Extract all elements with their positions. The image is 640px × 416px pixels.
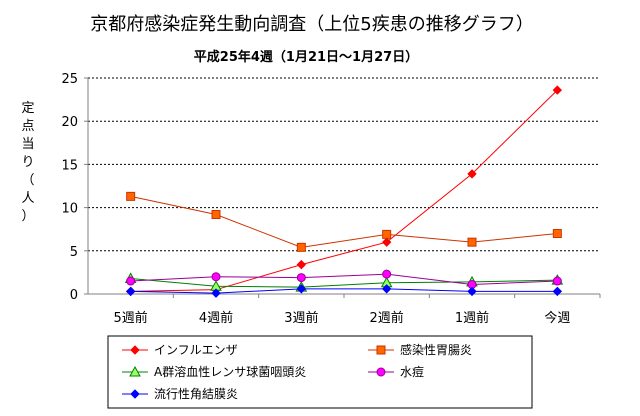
legend-label: 感染性胃腸炎 xyxy=(400,342,472,357)
legend-label: 水痘 xyxy=(400,364,424,379)
legend-label: A群溶血性レンサ球菌咽頭炎 xyxy=(154,364,306,379)
data-point xyxy=(552,229,562,239)
y-tick-labels: 0 5 10 15 20 25 xyxy=(61,72,88,303)
series-line xyxy=(130,277,558,288)
series-1 xyxy=(125,85,563,297)
y-tick-label: 25 xyxy=(61,72,78,87)
data-point xyxy=(467,237,477,247)
data-point xyxy=(126,276,136,286)
data-point xyxy=(211,288,221,298)
legend-item: インフルエンザ xyxy=(122,343,238,357)
legend-marker xyxy=(376,367,386,377)
legend-item: 流行性角結膜炎 xyxy=(122,387,238,401)
data-point xyxy=(382,269,392,279)
y-axis-label-char: （ xyxy=(21,173,34,188)
series-line xyxy=(130,288,558,294)
axes xyxy=(87,78,600,295)
y-axis-label-char: り xyxy=(21,155,34,170)
series-line xyxy=(130,89,558,292)
series-4 xyxy=(126,269,562,289)
y-tick-label: 0 xyxy=(70,288,78,303)
legend-marker xyxy=(376,345,386,355)
legend-marker xyxy=(130,345,140,355)
y-axis-label-char: 点 xyxy=(21,119,34,134)
x-tick-label: 5週前 xyxy=(114,310,148,326)
chart-title: 京都府感染症発生動向調査（上位5疾患の推移グラフ） xyxy=(90,14,533,35)
data-point xyxy=(125,286,136,297)
series-5 xyxy=(125,284,563,298)
series-line xyxy=(130,195,558,248)
data-point xyxy=(211,272,221,282)
legend-label: 流行性角結膜炎 xyxy=(154,387,238,401)
y-tick-label: 5 xyxy=(70,245,78,260)
data-point xyxy=(552,276,562,286)
legend-box xyxy=(107,335,533,409)
x-tick-label: 4週前 xyxy=(199,310,233,326)
data-point xyxy=(552,85,563,95)
y-axis-label-char: 人 xyxy=(21,191,34,206)
chart-subtitle: 平成25年4週（1月21日～1月27日） xyxy=(194,49,418,65)
data-point xyxy=(467,286,477,297)
data-point xyxy=(382,229,392,239)
series-line xyxy=(130,273,558,285)
y-tick-label: 20 xyxy=(61,115,78,130)
x-tick-label: 今週 xyxy=(544,310,570,326)
y-axis-label-char: ） xyxy=(21,209,34,224)
legend-item: 水痘 xyxy=(368,364,424,379)
legend-item: A群溶血性レンサ球菌咽頭炎 xyxy=(122,364,306,379)
data-point xyxy=(381,237,392,247)
legend-marker xyxy=(129,365,141,377)
legend-item: 感染性胃腸炎 xyxy=(368,342,472,357)
data-point xyxy=(296,242,306,252)
data-point xyxy=(126,191,136,201)
y-axis-label-char: 定 xyxy=(21,101,34,116)
y-tick-label: 15 xyxy=(61,158,78,173)
x-tick-label: 3週前 xyxy=(284,310,318,326)
x-tick-label: 1週前 xyxy=(455,310,489,326)
y-axis-label-char: 当 xyxy=(21,137,34,152)
legend-label: インフルエンザ xyxy=(154,343,238,357)
x-tick-labels: 5週前 4週前 3週前 2週前 1週前 今週 xyxy=(114,294,601,326)
series-2 xyxy=(126,191,562,252)
y-tick-label: 10 xyxy=(61,202,78,217)
series-lines xyxy=(124,85,564,298)
data-point xyxy=(381,284,392,294)
x-tick-label: 2週前 xyxy=(370,310,404,326)
data-point xyxy=(296,284,307,294)
legend-marker xyxy=(130,389,140,399)
data-point xyxy=(467,169,477,179)
data-point xyxy=(296,259,307,270)
gridlines xyxy=(88,77,600,252)
data-point xyxy=(211,210,221,220)
data-point xyxy=(552,286,563,297)
data-point xyxy=(296,273,306,283)
